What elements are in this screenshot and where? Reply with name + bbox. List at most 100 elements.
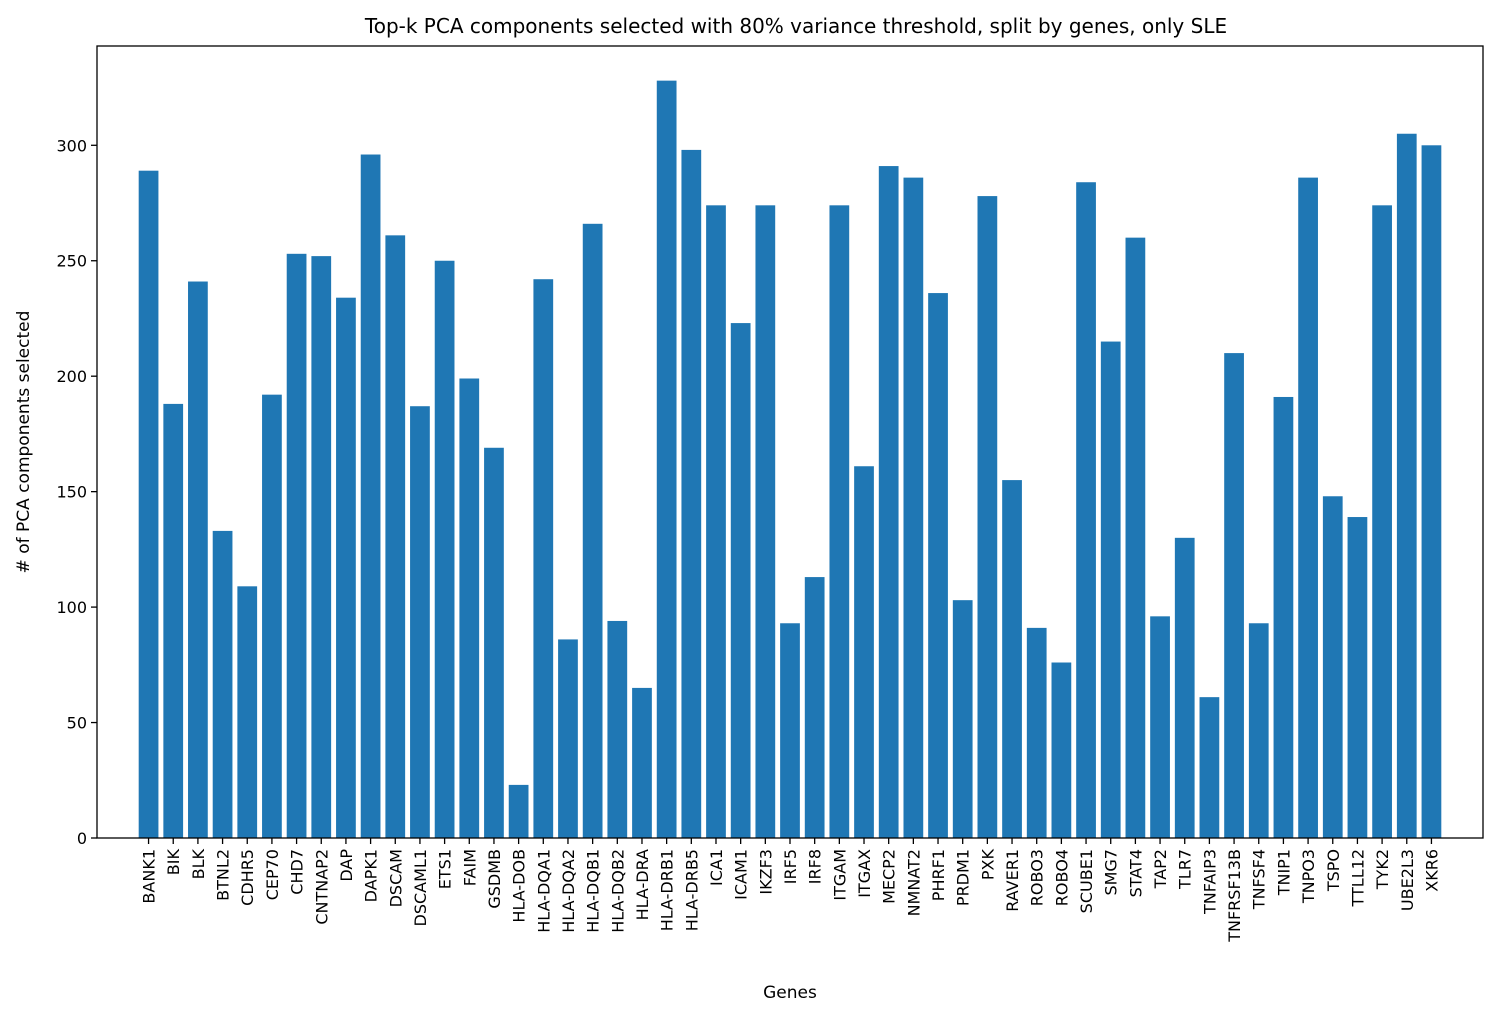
x-tick-label: CHD7: [288, 849, 307, 895]
bar-tap2: [1150, 616, 1170, 838]
x-tick-label: HLA-DOB: [510, 849, 529, 923]
x-tick-label: HLA-DRA: [633, 849, 652, 920]
bar-prdm1: [952, 600, 973, 838]
y-tick-label: 300: [56, 136, 87, 155]
x-tick-label: HLA-DQB2: [608, 849, 627, 933]
x-tick-label: ICA1: [707, 849, 726, 886]
bar-hla-dqb1: [582, 223, 603, 839]
x-tick-label: IKZF3: [756, 849, 775, 895]
bar-pxk: [977, 196, 998, 839]
bars-group: [138, 80, 1442, 839]
x-tick-label: TNFRSF13B: [1225, 849, 1244, 943]
bar-ube2l3: [1396, 133, 1417, 839]
x-tick-label: FAIM: [460, 849, 479, 886]
bar-hla-dra: [632, 687, 652, 838]
bar-smg7: [1100, 341, 1121, 838]
x-tick-label: CNTNAP2: [312, 849, 331, 925]
bar-hla-dqa2: [558, 639, 578, 838]
y-axis-ticks: 0 50 100 150 200 250 300: [56, 136, 97, 848]
x-tick-label: NMNAT2: [904, 849, 923, 916]
x-tick-label: STAT4: [1126, 849, 1145, 897]
bar-irf5: [780, 623, 800, 838]
bar-bank1: [138, 170, 159, 838]
bar-scube1: [1076, 182, 1096, 839]
bar-dap: [336, 297, 356, 838]
bar-faim: [459, 378, 480, 838]
bar-cntnap2: [311, 256, 332, 838]
bar-cdhr5: [237, 586, 258, 838]
bar-ets1: [434, 260, 455, 838]
bar-tyk2: [1372, 205, 1392, 838]
x-tick-label: TNFSF4: [1250, 849, 1269, 910]
x-tick-label: SMG7: [1102, 849, 1121, 896]
bar-tspo: [1322, 496, 1343, 838]
x-tick-label: TYK2: [1373, 849, 1392, 890]
bar-gsdmb: [484, 447, 504, 838]
bar-dapk1: [360, 154, 381, 838]
x-tick-label: SCUBE1: [1077, 849, 1096, 913]
x-tick-label: ICAM1: [732, 849, 751, 900]
x-tick-label: HLA-DQB1: [584, 849, 603, 933]
bar-blk: [188, 281, 208, 838]
y-tick-label: 200: [56, 367, 87, 386]
bar-phrf1: [928, 293, 948, 838]
bar-hla-drb5: [681, 149, 702, 838]
x-tick-label: TTLL12: [1348, 849, 1367, 907]
bar-tnip1: [1273, 396, 1294, 838]
bar-hla-dqa1: [533, 279, 554, 839]
x-tick-label: HLA-DRB5: [682, 849, 701, 931]
bar-icam1: [730, 323, 751, 839]
x-tick-label: TNPO3: [1299, 849, 1318, 904]
x-tick-label: DAP: [337, 849, 356, 882]
x-tick-label: TNFAIP3: [1200, 849, 1219, 915]
bar-stat4: [1125, 237, 1146, 838]
bar-btnl2: [212, 530, 233, 838]
x-tick-label: TAP2: [1151, 849, 1170, 889]
bar-robo3: [1026, 627, 1047, 838]
bar-tnfrsf13b: [1224, 353, 1244, 838]
y-axis-label: # of PCA components selected: [14, 311, 34, 574]
chart-title: Top-k PCA components selected with 80% v…: [364, 14, 1227, 38]
bar-mecp2: [878, 166, 899, 838]
bar-raver1: [1002, 480, 1022, 838]
x-tick-label: UBE2L3: [1398, 849, 1417, 911]
bar-itgam: [829, 205, 850, 838]
x-tick-label: PRDM1: [954, 849, 973, 906]
x-tick-label: HLA-DQA2: [559, 849, 578, 933]
x-tick-label: IRF8: [806, 849, 825, 884]
y-tick-label: 50: [67, 714, 87, 733]
x-tick-label: ITGAX: [855, 849, 874, 898]
x-tick-label: PXK: [978, 849, 997, 881]
x-tick-label: MECP2: [880, 849, 899, 904]
x-tick-label: BTNL2: [214, 849, 233, 901]
x-tick-label: CEP70: [263, 849, 282, 900]
bar-robo4: [1051, 662, 1072, 838]
x-axis-label: Genes: [763, 983, 817, 1003]
x-tick-label: RAVER1: [1003, 849, 1022, 912]
bar-xkr6: [1421, 145, 1442, 839]
y-tick-label: 100: [56, 598, 87, 617]
x-tick-label: DSCAM: [386, 849, 405, 907]
bar-tnfsf4: [1248, 623, 1269, 838]
bar-tnfaip3: [1199, 697, 1220, 838]
x-tick-label: BIK: [164, 848, 183, 875]
bar-hla-dob: [508, 784, 529, 838]
x-tick-label: HLA-DRB1: [658, 849, 677, 931]
bar-hla-dqb2: [607, 620, 628, 838]
bar-ikzf3: [755, 205, 776, 838]
x-tick-label: ROBO3: [1028, 849, 1047, 906]
x-tick-label: TSPO: [1324, 849, 1343, 892]
x-tick-label: ETS1: [436, 849, 455, 889]
bar-tlr7: [1174, 537, 1195, 838]
x-tick-label: ROBO4: [1052, 849, 1071, 906]
x-tick-label: CDHR5: [238, 849, 257, 906]
x-tick-label: BLK: [189, 849, 208, 880]
bar-ttll12: [1347, 517, 1368, 838]
x-tick-label: IRF5: [781, 849, 800, 884]
bar-nmnat2: [903, 177, 924, 838]
x-tick-label: GSDMB: [485, 849, 504, 909]
x-tick-label: TLR7: [1176, 849, 1195, 890]
y-tick-label: 150: [56, 483, 87, 502]
bar-itgax: [854, 466, 874, 838]
